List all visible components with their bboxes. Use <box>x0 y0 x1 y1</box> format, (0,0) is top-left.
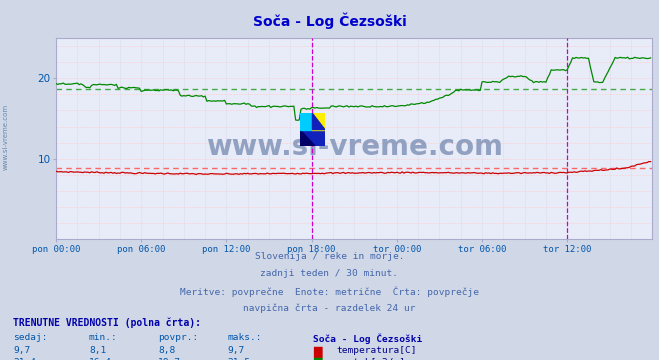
Text: 9,7: 9,7 <box>227 346 244 355</box>
Text: 8,1: 8,1 <box>89 346 106 355</box>
Text: TRENUTNE VREDNOSTI (polna črta):: TRENUTNE VREDNOSTI (polna črta): <box>13 318 201 328</box>
Text: █: █ <box>313 346 322 357</box>
Text: temperatura[C]: temperatura[C] <box>336 346 416 355</box>
Text: 18,7: 18,7 <box>158 358 181 360</box>
Text: www.si-vreme.com: www.si-vreme.com <box>2 104 9 170</box>
Text: zadnji teden / 30 minut.: zadnji teden / 30 minut. <box>260 269 399 278</box>
Polygon shape <box>300 130 315 146</box>
Text: Soča - Log Čezsoški: Soča - Log Čezsoški <box>252 13 407 29</box>
Text: pretok[m3/s]: pretok[m3/s] <box>336 358 405 360</box>
Text: █: █ <box>313 358 322 360</box>
Text: navpična črta - razdelek 24 ur: navpična črta - razdelek 24 ur <box>243 304 416 313</box>
Text: min.:: min.: <box>89 333 118 342</box>
Text: Meritve: povprečne  Enote: metrične  Črta: povprečje: Meritve: povprečne Enote: metrične Črta:… <box>180 287 479 297</box>
Text: 21,5: 21,5 <box>227 358 250 360</box>
Text: Slovenija / reke in morje.: Slovenija / reke in morje. <box>255 252 404 261</box>
Polygon shape <box>300 130 325 146</box>
Text: maks.:: maks.: <box>227 333 262 342</box>
Text: 8,8: 8,8 <box>158 346 175 355</box>
Text: 16,4: 16,4 <box>89 358 112 360</box>
Text: 9,7: 9,7 <box>13 346 30 355</box>
Text: Soča - Log Čezsoški: Soča - Log Čezsoški <box>313 333 422 344</box>
Text: povpr.:: povpr.: <box>158 333 198 342</box>
Polygon shape <box>312 113 325 130</box>
Text: 21,4: 21,4 <box>13 358 36 360</box>
Text: www.si-vreme.com: www.si-vreme.com <box>206 133 503 161</box>
Text: sedaj:: sedaj: <box>13 333 47 342</box>
Polygon shape <box>312 113 325 130</box>
Polygon shape <box>300 113 312 130</box>
